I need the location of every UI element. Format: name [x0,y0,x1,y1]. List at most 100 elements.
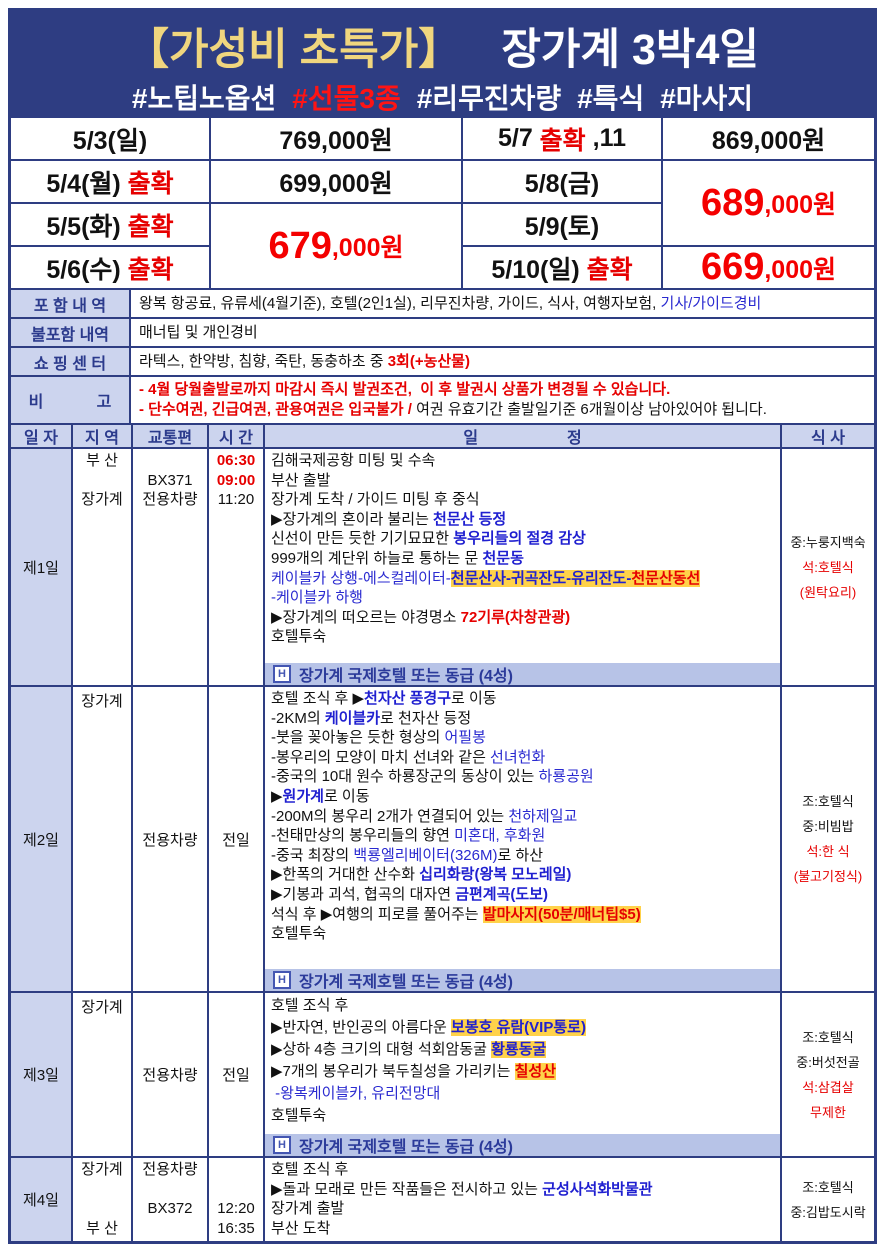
hashtag: #선물3종 [292,83,401,114]
text-segment: ▶돌과 모래로 만든 작품들은 전시하고 있는 [271,1180,543,1198]
text-segment: 5/3(일) [72,126,148,155]
text-segment: 로 천자산 등정 [380,709,472,727]
region-cell: 부 산 장가계 [73,449,131,685]
text-segment: - 4월 당월출발로까지 마감시 즉시 발권조건, 이 후 발권시 상품가 변경… [139,381,671,398]
itinerary-line: 장가계 도착 / 가이드 미팅 후 중식 [271,490,778,510]
price-cell: 5/6(수) 출확 [11,247,209,288]
time-line [209,1180,263,1200]
text-segment: 석식 후 ▶여행의 피로를 풀어주는 [271,905,483,923]
info-row-content: 왕복 항공료, 유류세(4월기준), 호텔(2인1실), 리무진차량, 가이드,… [131,290,874,317]
meal-line: 무제한 [810,1104,846,1120]
region-line: 부 산 [86,1219,118,1237]
info-line: - 단수여권, 긴급여권, 관용여권은 입국불가 / 여권 유효기간 출발일기준… [139,400,866,420]
itinerary-line: 999개의 계단위 하늘로 통하는 문 천문동 [271,549,778,569]
itinerary-cell: 호텔 조식 후 ▶반자연, 반인공의 아름다운 보봉호 유람(VIP통로) ▶상하 … [265,993,780,1156]
itinerary-days: 제1일 부 산 장가계 BX371 전용차량 06:30 09:00 11:20 김해국제공항 … [11,449,874,1241]
tour-flyer: 【가성비 초특가】 장가계 3박4일 #노팁노옵션 #선물3종 #리무진차량 #특식 #… [8,8,877,1244]
column-header: 시 간 [209,425,263,447]
meal-line: 조:호텔식 [802,794,854,809]
hotel-name: 장가계 국제호텔 또는 동급 (4성) [299,668,513,685]
text-segment: ▶ [271,787,283,805]
meal-line: 조:호텔식 [802,1179,854,1195]
itinerary-line: ▶한폭의 거대한 산수화 십리화랑(왕복 모노레일) [271,865,778,885]
itinerary-line: -붓을 꽂아놓은 듯한 형상의 어필봉 [271,728,778,748]
price-cell: 5/4(월) 출확 [11,161,209,202]
text-segment: 출확 [127,255,174,284]
region-cell: 장가계 부 산 [73,1158,131,1241]
header-banner: 【가성비 초특가】 장가계 3박4일 #노팁노옵션 #선물3종 #리무진차량 #특식 #… [11,11,874,116]
text-segment: 미혼대, 후화원 [454,827,546,845]
itinerary-lines: 호텔 조식 후 ▶반자연, 반인공의 아름다운 보봉호 유람(VIP통로) ▶상하 … [265,993,780,1127]
transport-cell: 전용차량 [133,687,207,991]
hashtag: #마사지 [660,83,754,114]
itinerary-line: ▶상하 4층 크기의 대형 석회암동굴 황룡동굴 [271,1039,778,1061]
text-segment: 장가계 도착 / 가이드 미팅 후 중식 [271,491,480,509]
meal-line: (원탁요리) [799,584,857,600]
info-line: 왕복 항공료, 유류세(4월기준), 호텔(2인1실), 리무진차량, 가이드,… [139,294,866,314]
itinerary-cell: 호텔 조식 후 ▶돌과 모래로 만든 작품들은 전시하고 있는 군성사석화박물관 장… [265,1158,780,1241]
text-segment: 로 하산 [497,846,544,864]
text-segment: 기사/가이드경비 [660,294,762,312]
text-segment: 보봉호 유람(VIP통로) [451,1019,586,1036]
text-segment: 금편계곡(도보) [455,885,548,903]
text-segment: 769,000원 [279,126,393,155]
text-segment: 원가계 [282,787,324,805]
text-segment: 천문산동선 [631,569,701,587]
text-segment: 천문동 [482,549,524,567]
itinerary-lines: 호텔 조식 후 ▶돌과 모래로 만든 작품들은 전시하고 있는 군성사석화박물관 장… [265,1158,780,1238]
itinerary-line: -중국의 10대 원수 하룡장군의 동상이 있는 하룡공원 [271,767,778,787]
hashtag-line: #노팁노옵션 #선물3종 #리무진차량 #특식 #마사지 [11,78,874,116]
region-line: 부 산 [86,452,118,469]
info-line: 매너팁 및 개인경비 [139,323,866,343]
day-row: 제1일 부 산 장가계 BX371 전용차량 06:30 09:00 11:20 김해국제공항 … [11,449,874,685]
column-header: 일 자 [11,425,71,447]
text-segment: 호텔 조식 후 [271,1161,349,1178]
itinerary-line: -왕복케이블카, 유리전망대 [271,1083,778,1105]
itinerary-line: 신선이 만든 듯한 기기묘묘한 봉우리들의 절경 감상 [271,529,778,549]
page-title: 【가성비 초특가】 장가계 3박4일 [11,11,874,78]
price-cell: 669,000원 [663,246,874,288]
time-cell: 전일 [209,687,263,991]
text-segment: 칠성산 [514,1063,556,1080]
itinerary-line: ▶돌과 모래로 만든 작품들은 전시하고 있는 군성사석화박물관 [271,1180,778,1200]
text-segment: ▶한폭의 거대한 산수화 [271,866,420,884]
region-line [73,1180,131,1200]
itinerary-line: ▶장가계의 혼이라 불리는 천문산 등정 [271,510,778,530]
text-segment: 출확 [586,255,633,284]
meal-line: 조:호텔식 [802,1029,854,1045]
text-segment: ▶반자연, 반인공의 아름다운 [271,1019,452,1036]
text-segment: 천문산사-귀곡잔도-유리잔도- [450,569,632,587]
hashtag: #리무진차량 [416,83,562,114]
text-segment: -천태만상의 봉우리들의 향연 [271,827,455,845]
itinerary-cell: 호텔 조식 후 ▶천자산 풍경구로 이동 -2KM의 케이블카로 천자산 등정 -붓… [265,687,780,991]
day-row: 제2일 장가계 전용차량 전일 호텔 조식 후 ▶천자산 풍경구로 이동 -2KM의 케이… [11,687,874,991]
text-segment: 김해국제공항 미팅 및 수속 [271,452,436,469]
itinerary-line: 부산 출발 [271,471,778,491]
meal-cell: 중:누룽지백숙 석:호텔식 (원탁요리) [782,449,874,685]
text-segment: 5/4(월) [46,169,128,198]
text-segment: 천하제일교 [508,807,578,825]
info-line: - 4월 당월출발로까지 마감시 즉시 발권조건, 이 후 발권시 상품가 변경… [139,380,866,400]
text-segment: -붓을 꽂아놓은 듯한 형상의 [271,729,445,747]
price-cell: 869,000원 [663,118,874,159]
text-segment: 호텔투숙 [271,628,327,646]
itinerary-line: 장가계 출발 [271,1199,778,1219]
itinerary-line: 호텔 조식 후 [271,1160,778,1180]
text-segment: -중국의 10대 원수 하룡장군의 동상이 있는 [271,768,539,786]
info-row-content: 매너팁 및 개인경비 [131,319,874,346]
text-segment: 케이블카 상행-에스컬레이터- [271,569,451,587]
meal-line: 중:김밥도시락 [790,1204,866,1220]
region-line [73,1199,131,1219]
itinerary-line: -봉우리의 모양이 마치 선녀와 같은 선녀헌화 [271,748,778,768]
itinerary-line: 김해국제공항 미팅 및 수속 [271,451,778,471]
price-cell: 769,000원 [211,118,461,159]
price-value-main: 669 [700,246,765,288]
itinerary-line: ▶장가계의 떠오르는 야경명소 72기루(차창관광) [271,608,778,628]
text-segment: 십리화랑(왕복 모노레일) [419,866,572,884]
itinerary-line: -200M의 봉우리 2개가 연결되어 있는 천하제일교 [271,807,778,827]
text-segment: 호텔투숙 [271,1107,327,1124]
day-row: 제4일 장가계 부 산 전용차량 BX372 12:20 16:35 호텔 조식 후 ▶돌과 모… [11,1158,874,1241]
title-main: 장가계 3박4일 [501,26,759,74]
text-segment: 5/7 [497,124,540,152]
